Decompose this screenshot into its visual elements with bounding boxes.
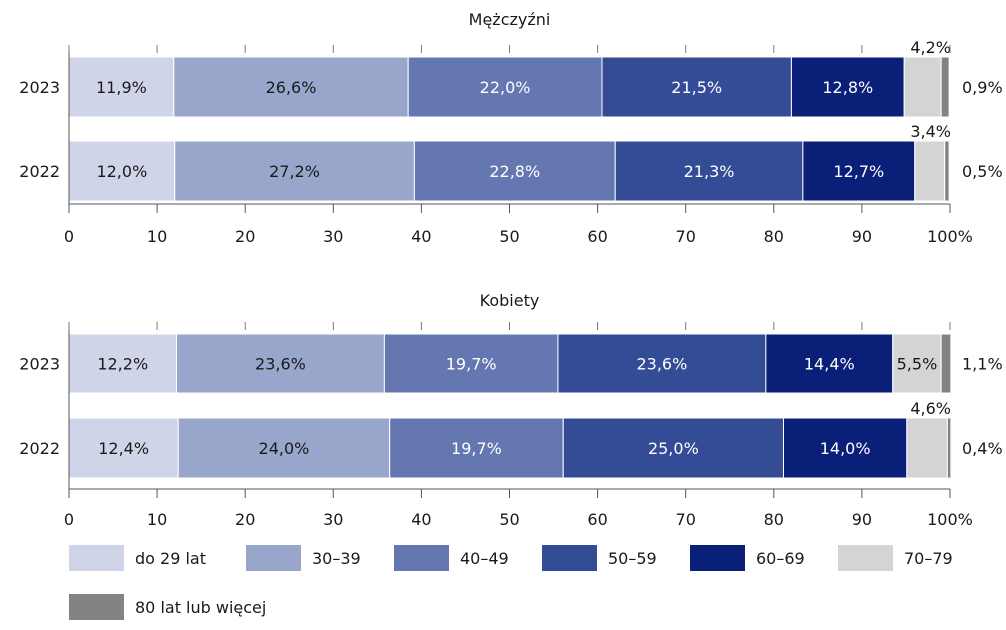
men-x-tick-label: 40 <box>411 227 431 246</box>
men-chart-title: Mężczyźni <box>469 10 551 29</box>
men-bar-segment <box>802 140 916 202</box>
women-bar-segment <box>906 417 948 479</box>
women-bar-segment <box>782 417 908 479</box>
men-x-tick-label: 70 <box>676 227 696 246</box>
men-x-tick-label: 20 <box>235 227 255 246</box>
men-data-label: 12,7% <box>833 162 884 181</box>
women-bar-segment <box>68 333 177 394</box>
men-bar-segment <box>914 140 946 202</box>
women-category-label: 2022 <box>19 439 60 458</box>
men-bar-segment <box>614 140 804 202</box>
women-bar-segment <box>389 417 564 479</box>
women-x-tick-label: 40 <box>411 510 431 529</box>
men-bar-segment <box>940 56 950 118</box>
men-data-label: 12,0% <box>96 162 147 181</box>
women-data-label: 1,1% <box>962 355 1003 374</box>
legend-label: 60–69 <box>756 549 805 568</box>
women-bar-segment <box>946 417 952 479</box>
women-data-label: 4,6% <box>910 399 951 418</box>
legend-swatch <box>542 545 597 571</box>
women-x-tick-label: 50 <box>499 510 519 529</box>
men-data-label: 12,8% <box>822 78 873 97</box>
legend-label: 50–59 <box>608 549 657 568</box>
women-bar-segment <box>562 417 784 479</box>
women-bar-segment <box>177 417 391 479</box>
men-x-tick-label: 60 <box>587 227 607 246</box>
men-x-tick-label: 50 <box>499 227 519 246</box>
men-category-label: 2022 <box>19 162 60 181</box>
women-x-tick-label: 60 <box>587 510 607 529</box>
women-x-tick-label: 20 <box>235 510 255 529</box>
men-bar-segment <box>790 56 905 118</box>
women-bar-segment <box>68 417 179 479</box>
men-data-label: 22,0% <box>480 78 531 97</box>
men-bar-segment <box>903 56 942 118</box>
men-bar-segment <box>68 140 176 202</box>
men-data-label: 0,5% <box>962 162 1003 181</box>
women-category-label: 2023 <box>19 355 60 374</box>
men-data-label: 21,3% <box>684 162 735 181</box>
women-bar-segment <box>383 333 559 394</box>
women-data-label: 14,0% <box>820 439 871 458</box>
men-bar-segment <box>413 140 616 202</box>
women-bar-segment <box>557 333 767 394</box>
women-x-tick-label: 80 <box>764 510 784 529</box>
women-x-tick-label: 30 <box>323 510 343 529</box>
legend-swatch <box>690 545 745 571</box>
men-data-label: 27,2% <box>269 162 320 181</box>
women-x-tick-label: 70 <box>676 510 696 529</box>
men-x-tick-label: 90 <box>852 227 872 246</box>
women-data-label: 23,6% <box>636 355 687 374</box>
men-data-label: 21,5% <box>671 78 722 97</box>
legend-swatch <box>69 545 124 571</box>
men-data-label: 11,9% <box>96 78 147 97</box>
men-data-label: 3,4% <box>910 122 951 141</box>
women-data-label: 14,4% <box>804 355 855 374</box>
men-category-label: 2023 <box>19 78 60 97</box>
women-x-tick-label: 100% <box>927 510 973 529</box>
women-bar-segment <box>765 333 894 394</box>
women-x-tick-label: 10 <box>147 510 167 529</box>
legend-label: 30–39 <box>312 549 361 568</box>
men-bar-segment <box>174 140 415 202</box>
men-bar-segment <box>173 56 409 118</box>
women-chart-title: Kobiety <box>480 291 540 310</box>
legend-label: 70–79 <box>904 549 953 568</box>
men-x-tick-label: 10 <box>147 227 167 246</box>
men-x-tick-label: 0 <box>64 227 74 246</box>
women-data-label: 19,7% <box>446 355 497 374</box>
women-data-label: 0,4% <box>962 439 1003 458</box>
legend-swatch <box>838 545 893 571</box>
men-data-label: 4,2% <box>910 38 951 57</box>
women-bar-segment <box>892 333 942 394</box>
men-bar-segment <box>68 56 175 118</box>
men-data-label: 0,9% <box>962 78 1003 97</box>
legend-label: do 29 lat <box>135 549 206 568</box>
men-x-tick-label: 100% <box>927 227 973 246</box>
women-data-label: 5,5% <box>897 355 938 374</box>
men-bar-segment <box>944 140 950 202</box>
men-bar-segment <box>407 56 603 118</box>
legend-swatch <box>394 545 449 571</box>
men-data-label: 26,6% <box>266 78 317 97</box>
women-x-tick-label: 90 <box>852 510 872 529</box>
legend-label: 40–49 <box>460 549 509 568</box>
women-data-label: 19,7% <box>451 439 502 458</box>
women-data-label: 12,4% <box>98 439 149 458</box>
men-x-tick-label: 30 <box>323 227 343 246</box>
women-bar-segment <box>175 333 385 394</box>
legend-label: 80 lat lub więcej <box>135 598 266 617</box>
legend-swatch <box>246 545 301 571</box>
women-data-label: 23,6% <box>255 355 306 374</box>
women-data-label: 12,2% <box>97 355 148 374</box>
men-x-tick-label: 80 <box>764 227 784 246</box>
women-data-label: 25,0% <box>648 439 699 458</box>
women-data-label: 24,0% <box>259 439 310 458</box>
men-bar-segment <box>601 56 792 118</box>
legend-swatch <box>69 594 124 620</box>
men-data-label: 22,8% <box>489 162 540 181</box>
women-x-tick-label: 0 <box>64 510 74 529</box>
women-bar-segment <box>940 333 952 394</box>
